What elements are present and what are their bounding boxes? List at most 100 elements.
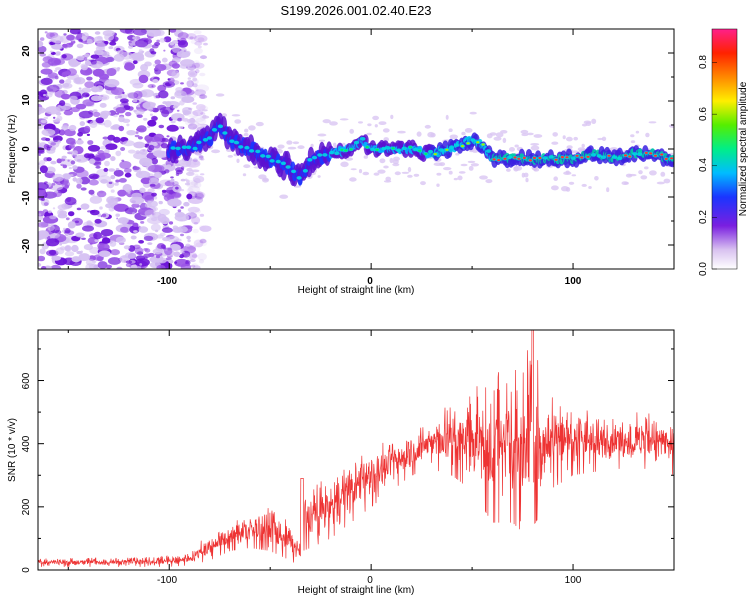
noise-blob (188, 252, 197, 260)
noise-blob (176, 226, 188, 233)
spectrogram-panel: -100 0 100 Height of straight line (km) … (7, 28, 675, 296)
noise-blob (152, 248, 163, 255)
ridge-core (565, 156, 569, 159)
noise-blob (187, 239, 191, 243)
noise-blob (167, 198, 182, 207)
ridge-core (580, 156, 584, 159)
noise-blob (128, 41, 132, 44)
snr-xlabel: Height of straight line (km) (298, 585, 415, 596)
noise-blob (48, 72, 58, 79)
noise-blob (38, 191, 46, 197)
noise-blob (81, 237, 86, 240)
noise-blob (153, 171, 163, 179)
noise-blob (81, 35, 87, 42)
ridge-halo-blob (551, 141, 559, 145)
ridge-halo-blob (467, 160, 476, 164)
noise-blob (177, 209, 182, 213)
noise-blob (195, 88, 199, 92)
noise-blob (78, 87, 82, 90)
noise-blob (166, 124, 179, 132)
ridge-halo-blob (566, 145, 573, 150)
noise-blob (189, 72, 196, 76)
ridge-core (207, 136, 212, 140)
noise-blob (115, 150, 122, 157)
noise-blob (132, 166, 140, 171)
ridge-halo-blob (468, 165, 474, 171)
noise-blob (194, 89, 206, 96)
noise-blob (180, 48, 187, 53)
ridge-inner (222, 131, 228, 135)
ridge-halo-blob (407, 174, 413, 178)
noise-blob (195, 191, 206, 199)
noise-blob (194, 192, 205, 200)
snr-xtick-0: 0 (367, 575, 373, 586)
noise-blob (110, 87, 124, 96)
ridge-inner (322, 153, 328, 157)
noise-blob (126, 123, 130, 127)
noise-blob (88, 189, 95, 195)
noise-blob (199, 225, 212, 232)
noise-blob (159, 37, 166, 43)
ridge-halo-blob (393, 156, 400, 161)
noise-blob (190, 39, 198, 44)
noise-blob (39, 248, 46, 255)
noise-blob (160, 244, 166, 249)
noise-blob (168, 228, 173, 233)
noise-blob (195, 242, 203, 248)
ridge-halo-blob (577, 147, 586, 152)
noise-blob (118, 178, 127, 183)
ridge-halo-blob (243, 164, 251, 169)
ridge-inner (385, 146, 391, 150)
noise-blob (176, 109, 180, 112)
noise-blob (109, 240, 117, 247)
noise-blob (116, 217, 119, 220)
noise-blob (163, 49, 166, 52)
noise-blob (193, 182, 202, 189)
ridge-halo-blob (514, 144, 519, 148)
ridge-inner (453, 143, 460, 147)
noise-blob (198, 155, 204, 161)
noise-blob (170, 120, 176, 124)
noise-blob (169, 29, 177, 33)
ridge-halo-blob (485, 179, 493, 184)
noise-blob (134, 109, 145, 115)
ridge-inner (360, 137, 366, 141)
noise-blob (156, 264, 166, 269)
noise-blob (70, 141, 77, 146)
ridge-halo-blob (362, 171, 370, 176)
noise-blob (142, 101, 156, 110)
ridge-core (391, 147, 395, 150)
noise-blob (38, 262, 42, 267)
ridge-halo-blob (258, 174, 267, 180)
ridge-core (517, 157, 521, 160)
noise-blob (82, 99, 95, 107)
noise-blob (118, 125, 125, 132)
ridge-halo-blob (383, 165, 389, 169)
ridge-halo-blob (526, 132, 534, 136)
noise-blob (158, 257, 167, 264)
noise-blob (93, 161, 102, 166)
noise-blob (109, 41, 117, 46)
noise-blob (187, 123, 198, 130)
noise-blob (151, 115, 158, 121)
noise-blob (92, 111, 101, 117)
noise-blob (47, 224, 55, 231)
noise-blob (132, 36, 137, 40)
noise-blob (133, 60, 138, 65)
ridge-halo-blob (255, 121, 264, 127)
noise-blob (50, 51, 56, 56)
ridge-halo-blob (424, 124, 431, 129)
noise-blob (168, 259, 174, 264)
ridge-inner (590, 153, 597, 157)
spectrogram-ticks (38, 28, 675, 270)
ridge-core (250, 149, 254, 152)
ridge-halo-blob (553, 176, 558, 181)
ridge-halo-blob (606, 187, 610, 193)
noise-blob (203, 42, 208, 46)
ridge-inner (370, 147, 376, 152)
ridge-halo-blob (502, 137, 507, 143)
ridge-halo-blob (630, 140, 636, 144)
noise-blob (110, 125, 118, 130)
noise-blob (130, 235, 137, 240)
noise-blob (73, 77, 86, 85)
